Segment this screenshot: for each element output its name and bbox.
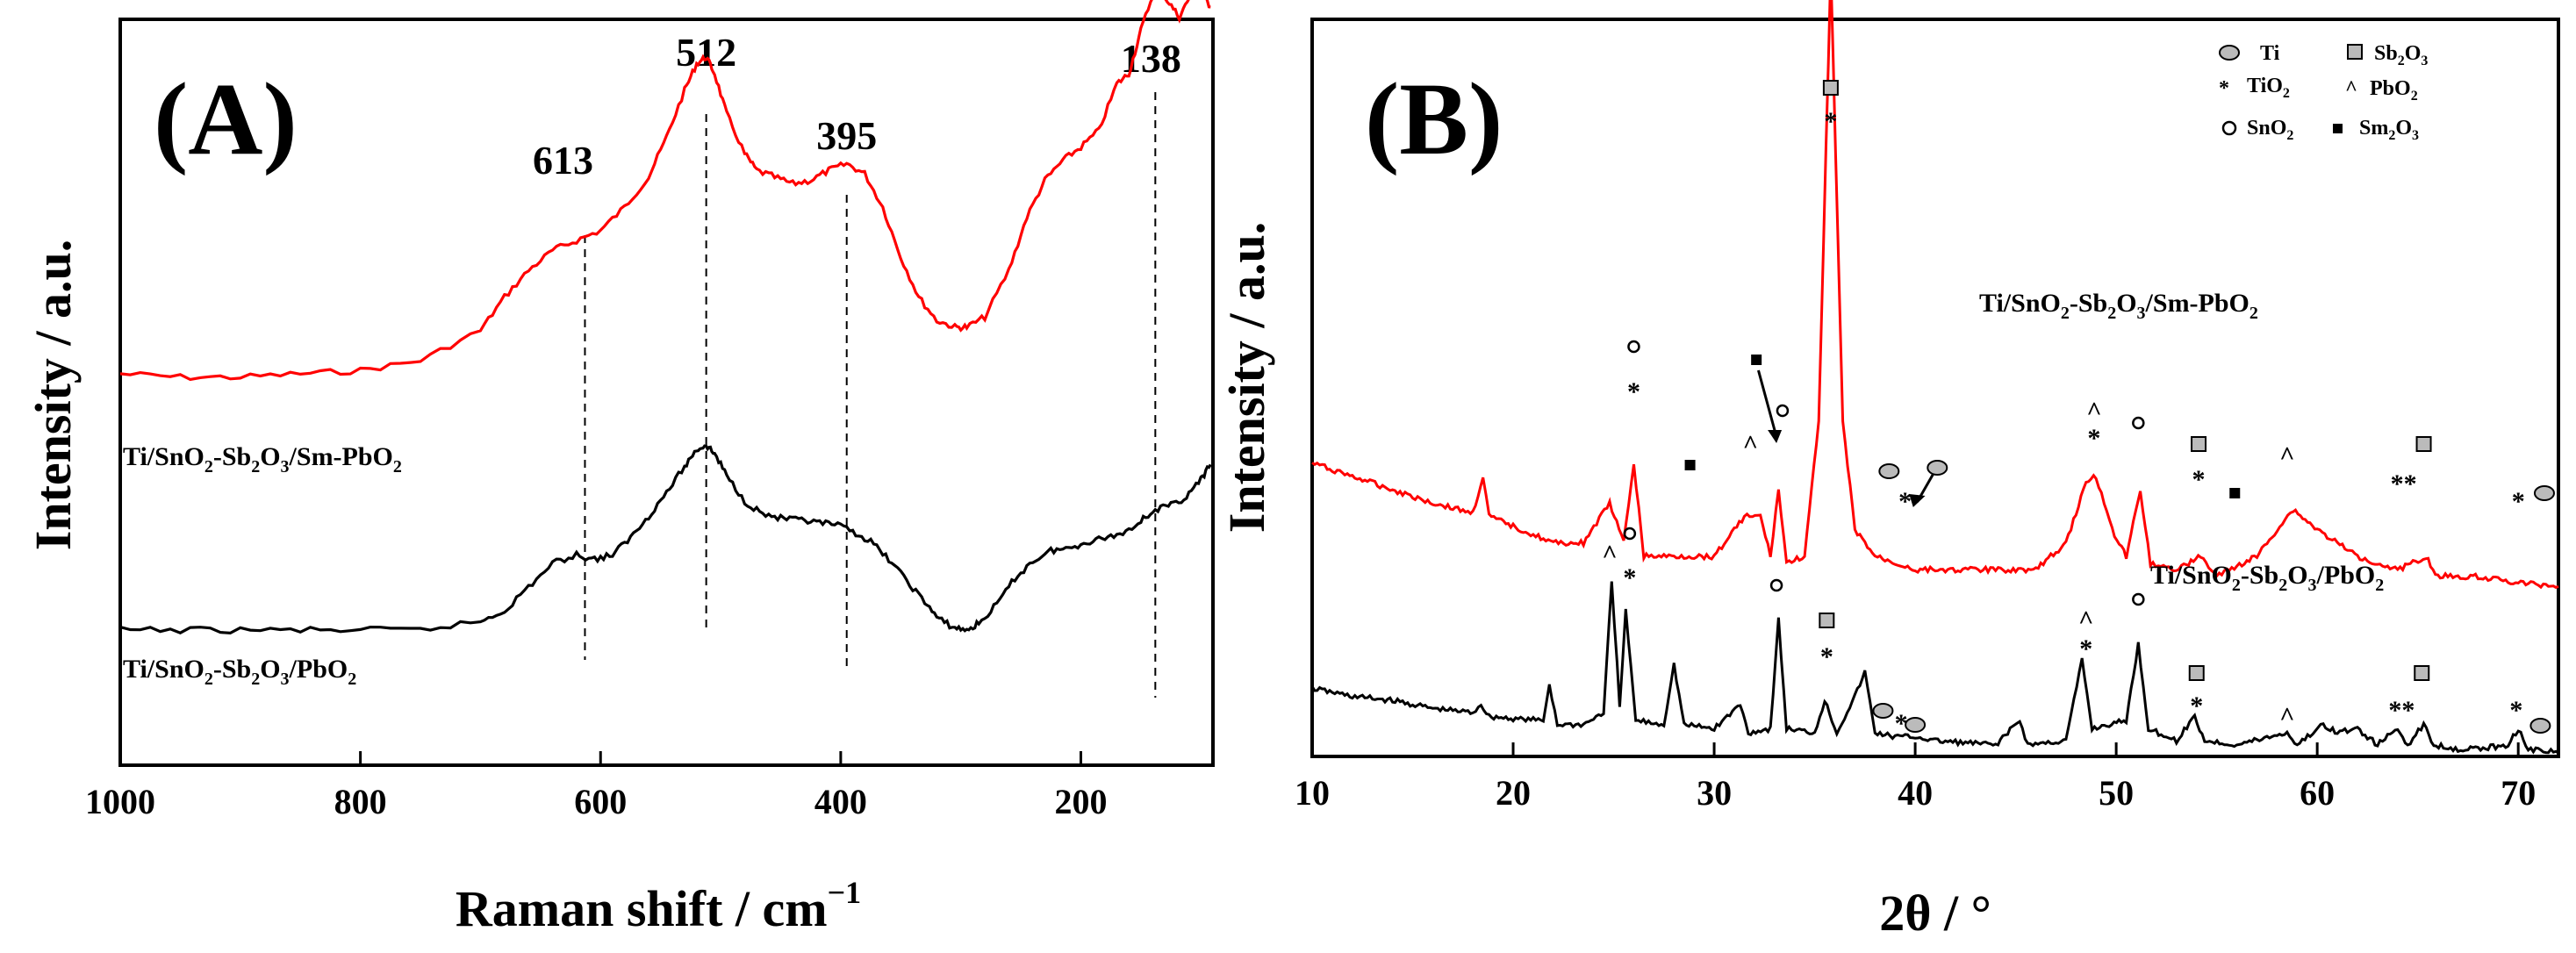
pbo2-marker: ^ (1743, 430, 1758, 459)
panel-a-sample-label-sm: Ti/SnO2-Sb2O3/Sm-PbO2 (123, 442, 402, 476)
sm2o3-marker (1751, 355, 1762, 365)
panel-b-sample-label-sm: Ti/SnO2-Sb2O3/Sm-PbO2 (1979, 289, 2258, 323)
legend-sno2: SnO2 (2247, 117, 2293, 143)
ti-marker (1878, 463, 1900, 479)
sb2o3-marker (2414, 665, 2430, 681)
a-x-tick-label: 400 (814, 782, 867, 821)
a-x-tick-label: 1000 (85, 782, 155, 821)
tio2-marker: * (1895, 709, 1908, 738)
a-x-tick-label: 600 (574, 782, 627, 821)
sb2o3-marker (2415, 436, 2432, 452)
ti-marker (1927, 460, 1948, 476)
sno2-marker (2132, 592, 2145, 606)
a-x-tick-label: 200 (1055, 782, 1108, 821)
tio2-marker: * (2509, 696, 2522, 725)
b-x-tick-label: 70 (2501, 773, 2536, 813)
tio2-marker: * (2087, 424, 2100, 453)
panel-a-sample-label-pb: Ti/SnO2-Sb2O3/PbO2 (123, 655, 356, 689)
panel-b-frame (1310, 18, 2560, 758)
tio2-marker: * (2192, 465, 2206, 494)
tio2-marker: * (1627, 377, 1640, 406)
ti-marker (2533, 485, 2555, 501)
legend-sm2o3: Sm2O3 (2359, 117, 2419, 143)
legend-ti-icon (2219, 45, 2240, 61)
legend-tio2: TiO2 (2247, 75, 2290, 101)
panel-b-label: (B) (1365, 61, 1503, 176)
a-x-tick-label: 800 (334, 782, 387, 821)
b-series-line (1310, 581, 2559, 755)
a-series-line (119, 0, 1211, 382)
pbo2-marker: ^ (1602, 540, 1617, 569)
panel-a-frame (118, 18, 1215, 767)
sno2-marker (1769, 578, 1783, 592)
panel-b-x-ticks: 10 20 30 40 50 60 70 (1295, 742, 2536, 813)
sm2o3-marker (1684, 460, 1696, 470)
sno2-marker (1627, 340, 1640, 354)
tio2-marker: ** (2388, 696, 2415, 725)
legend-sno2-icon (2221, 120, 2237, 136)
panel-a-series (119, 0, 1212, 635)
panel-b-sample-label-pb: Ti/SnO2-Sb2O3/PbO2 (2150, 561, 2384, 595)
legend-sm2o3-icon (2333, 124, 2343, 133)
b-x-tick-label: 20 (1496, 773, 1531, 813)
panel-a-x-ticks: 1000 800 600 400 200 (85, 751, 1108, 821)
panel-a-label: (A) (154, 61, 298, 176)
legend-pbo2-icon: ^ (2345, 77, 2357, 100)
sno2-marker (1776, 404, 1790, 418)
panel-a-y-axis-label: Intensity / a.u. (25, 240, 82, 551)
pbo2-marker: ^ (2279, 441, 2294, 470)
legend-ti: Ti (2260, 42, 2280, 65)
sb2o3-marker (1822, 80, 1839, 96)
panel-b-y-axis-label: Intensity / a.u. (1218, 222, 1275, 534)
panel-b-series (1310, 0, 2559, 755)
ti-marker (1905, 717, 1927, 733)
a-series-line (119, 444, 1212, 635)
panel-a-x-axis-label: Raman shift / cm−1 (456, 875, 861, 937)
annotation-arrowhead (1909, 494, 1926, 507)
sb2o3-marker (2188, 665, 2205, 681)
sno2-marker (2132, 416, 2145, 430)
panel-b-legend: Ti Sb2O3 * TiO2 ^ PbO2 SnO2 Sm2O3 (2219, 42, 2428, 143)
legend-tio2-icon: * (2219, 77, 2229, 100)
a-peak-label: 512 (676, 30, 736, 75)
panel-b-phase-markers: **^*^**^***^***^** ^ ** * (1602, 80, 2555, 738)
sb2o3-marker (1819, 613, 1835, 628)
ti-marker (2529, 718, 2551, 734)
tio2-marker: ** (2391, 469, 2417, 498)
legend-sb2o3: Sb2O3 (2374, 42, 2428, 68)
b-x-tick-label: 30 (1697, 773, 1732, 813)
tio2-marker: * (1898, 487, 1912, 516)
b-x-tick-label: 60 (2300, 773, 2335, 813)
a-peak-label: 613 (533, 138, 593, 183)
b-x-tick-label: 50 (2099, 773, 2134, 813)
b-x-tick-label: 40 (1898, 773, 1933, 813)
pbo2-marker: ^ (2078, 605, 2093, 634)
annotation-arrowhead (1768, 430, 1783, 443)
pbo2-marker: ^ (2086, 397, 2101, 426)
tio2-marker: * (2512, 487, 2525, 516)
sb2o3-marker (2191, 436, 2207, 452)
legend-pbo2: PbO2 (2370, 77, 2418, 104)
panel-b: (B) 10 20 30 40 50 60 70 **^*^**^***^***^** ^ **… (1218, 0, 2560, 942)
tio2-marker: * (2079, 634, 2092, 663)
annotation-arrow (1757, 369, 1778, 438)
ti-marker (1872, 703, 1894, 719)
legend-sb2o3-icon (2347, 44, 2363, 60)
a-peak-label: 395 (816, 113, 877, 158)
tio2-marker: * (1824, 107, 1837, 136)
tio2-marker: * (1820, 642, 1833, 671)
sno2-marker (1623, 527, 1637, 541)
b-x-tick-label: 10 (1295, 773, 1330, 813)
panel-b-x-axis-label: 2θ / ° (1879, 885, 1991, 942)
sm2o3-marker (2229, 488, 2241, 498)
tio2-marker: * (1623, 563, 1636, 592)
pbo2-marker: ^ (2279, 702, 2294, 731)
tio2-marker: * (2190, 691, 2203, 720)
b-series-line (1311, 0, 2559, 590)
